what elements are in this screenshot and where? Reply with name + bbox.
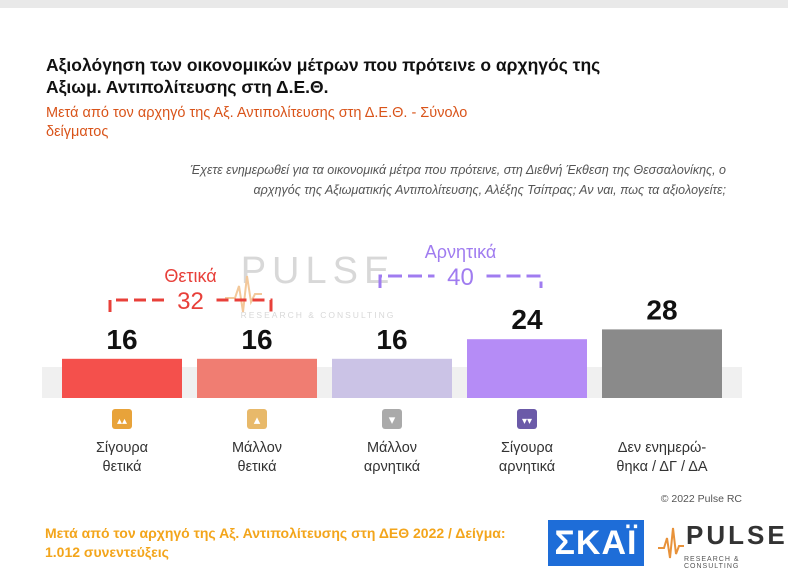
value-label-4: 24: [511, 304, 543, 335]
pulse-logo-tagline: RESEARCH & CONSULTING: [684, 556, 740, 570]
category-label-5-line-2: θηκα / ΔΓ / ΔΑ: [616, 459, 708, 475]
group-total-negative: 40: [447, 264, 474, 291]
group-label-positive: Θετικά: [164, 266, 216, 286]
svg-text:▾: ▾: [389, 413, 396, 428]
value-label-3: 16: [376, 324, 407, 355]
bar-1: [62, 358, 182, 398]
value-label-5: 28: [646, 294, 677, 325]
bracket-positive-right: [216, 298, 273, 312]
top-strip: [0, 0, 788, 8]
value-label-1: 16: [106, 324, 137, 355]
bar-4: [467, 339, 587, 398]
copyright-credit: © 2022 Pulse RC: [660, 493, 742, 505]
bracket-negative-left: [378, 274, 435, 288]
bar-2: [197, 358, 317, 398]
category-label-3-line-2: αρνητικά: [364, 459, 420, 475]
pulse-logo-name: PULSE: [686, 520, 788, 550]
bracket-negative-right: [486, 274, 543, 288]
svg-text:▾▾: ▾▾: [522, 416, 532, 427]
watermark-pulse-text: PULSE: [241, 250, 396, 292]
category-label-4-line-1: Σίγουρα: [501, 440, 553, 456]
chart-title: Αξιολόγηση των οικονομικών μέτρων που πρ…: [46, 55, 601, 97]
svg-text:▴: ▴: [254, 413, 261, 428]
watermark-wave: [225, 275, 262, 313]
survey-question: Έχετε ενημερωθεί για τα οικονομικά μέτρα…: [190, 163, 726, 197]
double-thumbs-up-icon: ▴▴: [112, 409, 132, 429]
group-label-negative: Αρνητικά: [425, 242, 497, 262]
svg-text:▴▴: ▴▴: [117, 416, 127, 427]
value-label-2: 16: [241, 324, 272, 355]
category-label-5-line-1: Δεν ενημερώ-: [618, 440, 707, 456]
thumbs-up-icon: ▴: [247, 409, 267, 429]
bar-3: [332, 358, 452, 398]
pulse-wave-icon: [658, 527, 684, 559]
pulse-logo: PULSE RESEARCH & CONSULTING: [658, 520, 785, 572]
thumbs-down-icon: ▾: [382, 409, 402, 429]
category-label-4-line-2: αρνητικά: [499, 459, 555, 475]
bracket-positive-left: [108, 298, 165, 312]
category-label-2-line-1: Μάλλον: [232, 440, 282, 456]
category-label-1-line-2: θετικά: [103, 459, 142, 475]
category-label-2-line-2: θετικά: [238, 459, 277, 475]
category-label-3-line-1: Μάλλον: [367, 440, 417, 456]
watermark-pulse-tagline: RESEARCH & CONSULTING: [241, 310, 396, 320]
double-thumbs-down-icon: ▾▾: [517, 409, 537, 429]
footer-note: Μετά από τον αρχηγό της Αξ. Αντιπολίτευσ…: [45, 525, 506, 560]
group-total-positive: 32: [177, 288, 204, 315]
skai-logo: ΣΚΑΪ: [548, 520, 644, 566]
bar-5: [602, 329, 722, 398]
category-label-1-line-1: Σίγουρα: [96, 440, 148, 456]
chart-subtitle: Μετά από τον αρχηγό της Αξ. Αντιπολίτευσ…: [46, 105, 468, 140]
